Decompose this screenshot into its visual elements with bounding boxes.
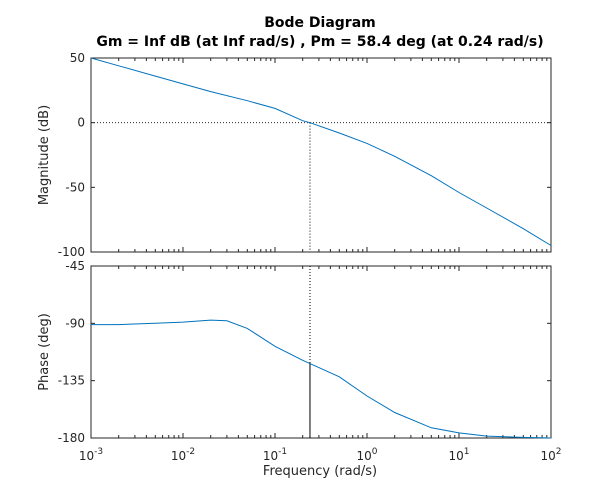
phase-y-tick-label: -45 <box>65 259 85 273</box>
phase-panel: -45 -90 -135 -180 Phase (deg) <box>37 259 552 445</box>
phase-y-tick-label: -180 <box>58 431 85 445</box>
magnitude-y-tick-label: 0 <box>77 116 85 130</box>
x-tick-labels: 10-3 10-2 10-1 100 101 102 <box>79 447 562 463</box>
magnitude-y-axis-label: Magnitude (dB) <box>37 105 52 205</box>
phase-y-tick-label: -135 <box>58 374 85 388</box>
x-tick-label: 10-2 <box>171 447 195 463</box>
phase-y-axis-label: Phase (deg) <box>37 313 52 391</box>
magnitude-panel: 50 0 -50 -100 Magnitude (dB) <box>37 51 552 259</box>
x-tick-label: 10-3 <box>79 447 103 463</box>
chart-subtitle: Gm = Inf dB (at Inf rad/s) , Pm = 58.4 d… <box>96 34 543 50</box>
x-axis-label: Frequency (rad/s) <box>263 464 377 479</box>
x-tick-label: 101 <box>448 447 469 463</box>
x-tick-label: 100 <box>356 447 377 463</box>
magnitude-y-tick-label: -50 <box>65 180 85 194</box>
chart-title: Bode Diagram <box>264 15 376 31</box>
phase-y-tick-label: -90 <box>65 316 85 330</box>
x-tick-label: 10-1 <box>263 447 287 463</box>
magnitude-y-tick-label: 50 <box>70 51 85 65</box>
phase-curve <box>91 319 552 439</box>
magnitude-axes-box <box>90 57 552 253</box>
x-tick-label: 102 <box>540 447 561 463</box>
magnitude-y-tick-label: -100 <box>58 245 85 259</box>
phase-axes-box <box>90 265 552 439</box>
